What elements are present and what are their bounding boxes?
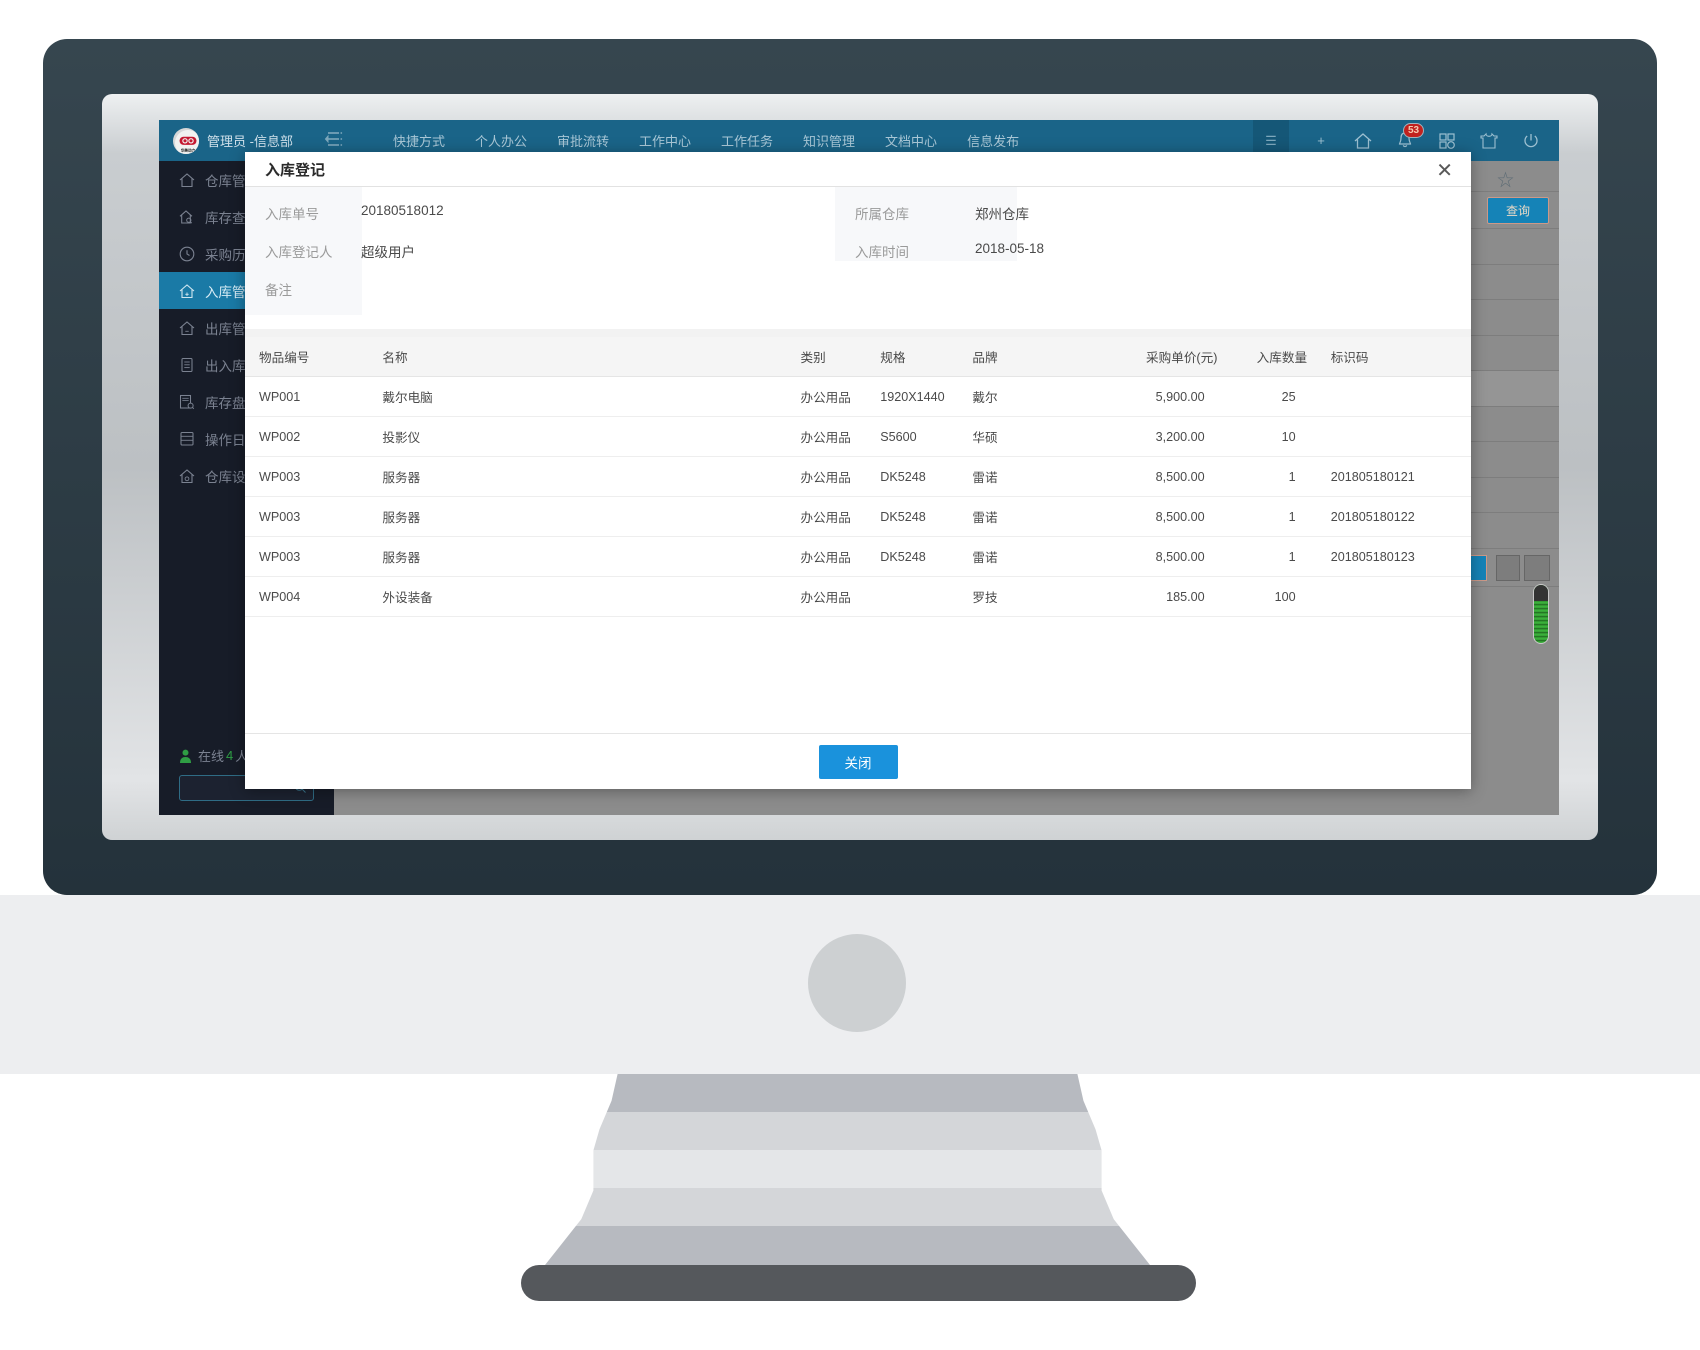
svg-text:华美动力: 华美动力 xyxy=(181,147,196,152)
